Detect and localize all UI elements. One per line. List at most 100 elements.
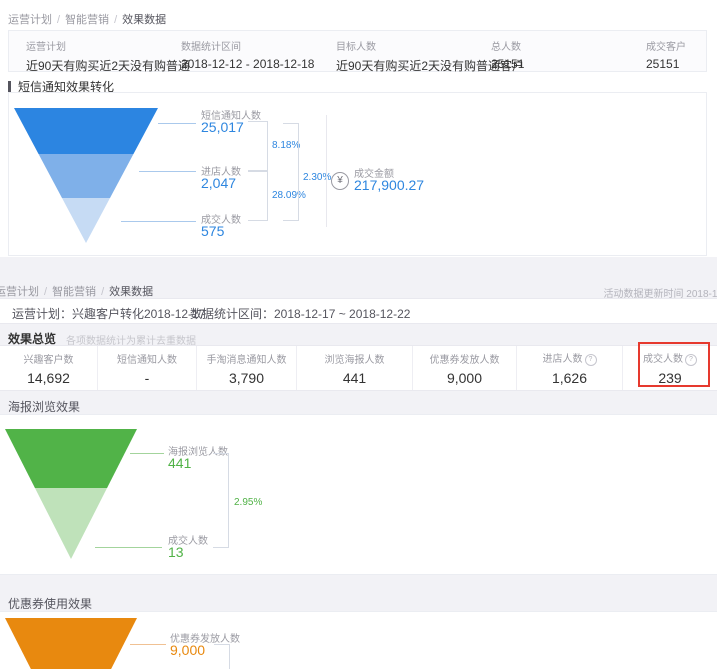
deal-amount-label: 成交金额 (354, 169, 394, 180)
stat-store-visitors: 进店人数? 1,626 (517, 346, 623, 390)
sms-step3-value: 575 (201, 223, 225, 239)
sms-step1-value: 25,017 (201, 119, 244, 135)
coupon-funnel-section-title: 优惠券使用效果 (8, 597, 93, 611)
poster-step2-value: 13 (168, 544, 184, 560)
breadcrumb-separator: / (44, 286, 48, 298)
stat-poster-viewers: 浏览海报人数 441 (297, 346, 413, 390)
sms-step2-label: 进店人数 (201, 167, 241, 178)
coupon-step1-label: 优惠券发放人数 (170, 634, 240, 645)
stat-label: 兴趣客户数 (23, 354, 74, 366)
connector-line (95, 547, 162, 548)
poster-funnel-card: 海报浏览人数 441 2.95% 成交人数 13 (0, 414, 717, 575)
overview-stats-table: 兴趣客户数 14,692 短信通知人数 - 手淘消息通知人数 3,790 浏览海… (0, 345, 717, 391)
stat-label: 优惠券发放人数 (429, 354, 500, 366)
sms-overall-rate: 2.30% (303, 172, 332, 183)
info-label: 目标人数 (336, 42, 376, 53)
connector-line (158, 123, 196, 124)
stat-value: 441 (342, 369, 367, 386)
highlight-annotation-box (638, 342, 710, 387)
info-value: 近90天有购买近2天没有购普通客户 (336, 59, 525, 73)
sms-funnel-chart (14, 108, 158, 243)
overview-title: 效果总览 (8, 332, 57, 346)
funnel-segment-1 (5, 618, 137, 669)
sms-funnel-card: 短信通知人数 25,017 进店人数 2,047 成交人数 575 8.18% … (8, 92, 707, 256)
title-bar-decoration (8, 81, 11, 92)
info-tooltip-icon[interactable]: ? (584, 354, 597, 366)
connector-line (139, 171, 196, 172)
campaign-meta-bar: 运营计划：兴趣客户转化2018-12-17 数据统计区间：2018-12-17 … (0, 298, 717, 324)
rate-bracket-step2-3 (248, 171, 268, 221)
deal-amount-value: 217,900.27 (354, 177, 425, 193)
meta-date-range: 数据统计区间：2018-12-17 ~ 2018-12-22 (190, 307, 411, 321)
info-field-date-range: 数据统计区间 2018-12-12 - 2018-12-18 (181, 38, 314, 71)
info-label: 成交客户 (646, 42, 686, 53)
rate-bracket-step1-2 (248, 121, 268, 171)
info-value: 近90天有购买近2天没有购普通 (26, 59, 191, 73)
breadcrumb-item-plan[interactable]: 运营计划 (0, 286, 39, 298)
info-tooltip-icon[interactable]: ? (685, 354, 697, 366)
stat-app-message-notified: 手淘消息通知人数 3,790 (197, 346, 297, 390)
connector-line (121, 221, 196, 222)
info-field-plan: 运营计划 近90天有购买近2天没有购普通 (26, 38, 190, 74)
yen-icon: ¥ (331, 172, 349, 190)
meta-plan: 运营计划：兴趣客户转化2018-12-17 (12, 307, 206, 321)
stat-deal-customers: 成交人数? 239 (623, 346, 717, 390)
info-field-deal-customers: 成交客户 25151 (646, 38, 686, 71)
poster-overall-rate: 2.95% (234, 497, 263, 508)
poster-funnel-chart (5, 429, 137, 559)
stat-label: 成交人数? (643, 350, 697, 366)
stat-sms-notified: 短信通知人数 - (98, 346, 197, 390)
rate-bracket-overall (283, 123, 299, 221)
poster-step1-value: 441 (168, 455, 192, 471)
info-label: 运营计划 (26, 42, 66, 53)
breadcrumb-separator: / (57, 14, 61, 26)
stat-label: 手淘消息通知人数 (206, 354, 287, 366)
stat-interested-customers: 兴趣客户数 14,692 (0, 346, 98, 390)
stat-coupons-issued: 优惠券发放人数 9,000 (413, 346, 517, 390)
overview-note: 各项数据统计为累计去重数据 (66, 336, 196, 347)
info-value: 25151 (646, 57, 680, 71)
poster-step1-label: 海报浏览人数 (168, 447, 228, 458)
info-field-target-audience: 目标人数 近90天有购买近2天没有购普通客户 (336, 38, 524, 74)
info-field-total-people: 总人数 25151 (491, 38, 524, 71)
poster-step2-label: 成交人数 (168, 536, 208, 547)
info-value: 25151 (491, 57, 525, 71)
stat-value: 9,000 (446, 369, 483, 386)
breadcrumb-item-effect-data: 效果数据 (122, 14, 167, 26)
funnel-segment-2 (14, 153, 158, 199)
connector-line (130, 453, 164, 454)
stat-value: 3,790 (228, 369, 265, 386)
section-title-text: 短信通知效果转化 (18, 80, 115, 94)
info-label: 总人数 (491, 42, 521, 53)
coupon-funnel-chart (5, 618, 137, 669)
info-label: 数据统计区间 (181, 42, 241, 53)
stat-value: 239 (658, 370, 682, 386)
breadcrumb-item-plan[interactable]: 运营计划 (8, 14, 52, 26)
coupon-funnel-card: 优惠券发放人数 9,000 (0, 611, 717, 669)
stat-label: 浏览海报人数 (324, 354, 385, 366)
funnel-segment-2 (5, 487, 137, 559)
stat-label: 短信通知人数 (117, 354, 177, 366)
breadcrumb-item-marketing[interactable]: 智能营销 (52, 286, 97, 298)
sms-rate-1: 8.18% (272, 140, 301, 151)
poster-funnel-section-title: 海报浏览效果 (8, 400, 81, 414)
stat-value: - (144, 369, 150, 386)
campaign-info-card: 运营计划 近90天有购买近2天没有购普通 数据统计区间 2018-12-12 -… (8, 30, 707, 74)
breadcrumb-separator: / (114, 14, 118, 26)
sms-step2-value: 2,047 (201, 175, 237, 191)
data-update-time: 活动数据更新时间 2018-12 (603, 289, 717, 300)
vertical-divider (326, 115, 327, 227)
funnel-segment-1 (14, 108, 158, 154)
rate-bracket-overall (214, 644, 230, 669)
sms-step3-label: 成交人数 (201, 215, 241, 226)
breadcrumb-item-marketing[interactable]: 智能营销 (65, 14, 110, 26)
connector-line (130, 644, 166, 645)
rate-bracket-overall (213, 453, 229, 548)
coupon-step1-value: 9,000 (170, 642, 206, 658)
breadcrumb-item-effect-data: 效果数据 (109, 286, 154, 298)
funnel-segment-1 (5, 429, 137, 488)
breadcrumb-separator: / (101, 286, 105, 298)
breadcrumb-second: 运营计划 / 智能营销 / 效果数据 (0, 283, 153, 299)
stat-value: 14,692 (27, 369, 70, 386)
